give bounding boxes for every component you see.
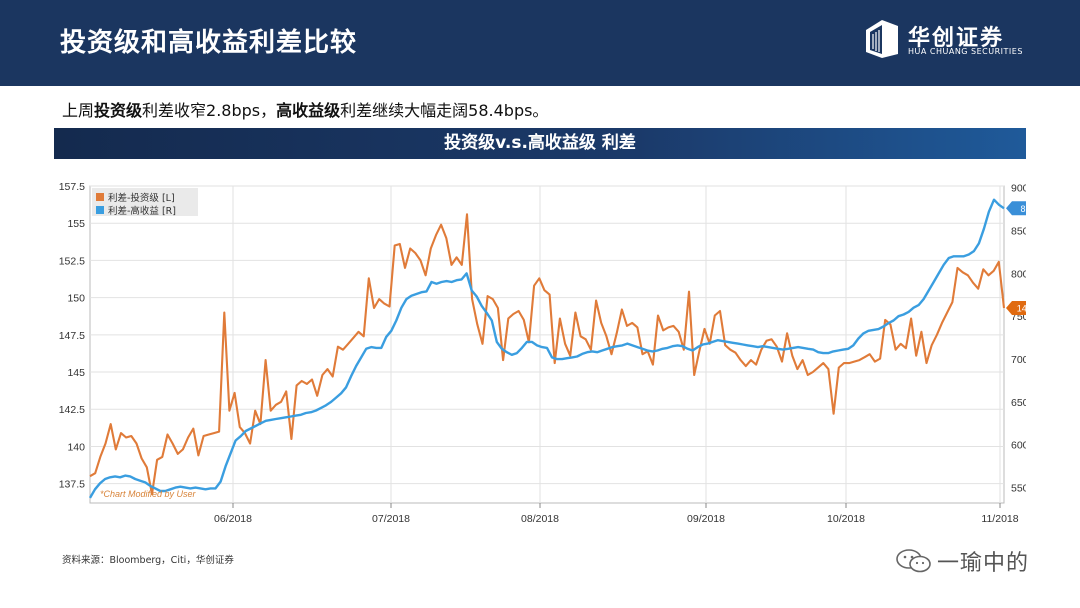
x-tick-label: 06/2018 — [214, 513, 252, 525]
left-tick-label: 150 — [67, 293, 85, 305]
title-bar: 投资级和高收益利差比较 华创证券 HUA CHUANG SECURITIES — [0, 0, 1080, 86]
x-tick-label: 10/2018 — [827, 513, 865, 525]
summary-part: 上周 — [62, 101, 95, 120]
chart-banner-title: 投资级v.s.高收益级 利差 — [444, 133, 636, 153]
series-line-ig — [89, 213, 1006, 496]
page-title: 投资级和高收益利差比较 — [60, 28, 358, 58]
left-tick-label: 152.5 — [59, 255, 85, 267]
plot-area — [89, 185, 1005, 504]
spread-chart: 137.5 140 142.5 145 147.5 150 152.5 155 157.5 550… — [54, 168, 1044, 530]
x-tick-label: 11/2018 — [981, 513, 1018, 525]
logo-subtitle: HUA CHUANG SECURITIES — [908, 47, 1023, 56]
logo-name: 华创证券 — [908, 26, 1005, 51]
left-tick-label: 137.5 — [59, 479, 85, 491]
left-tick-label: 147.5 — [59, 330, 85, 342]
last-value-label-hy: 876 — [1020, 204, 1026, 214]
left-tick-label: 155 — [67, 218, 85, 230]
watermark-text: 一瑜中的 — [937, 551, 1030, 576]
left-tick-label: 140 — [67, 441, 85, 453]
series-line-hy — [88, 198, 1005, 499]
right-tick-label: 550 — [1011, 483, 1026, 495]
company-logo: 华创证券 HUA CHUANG SECURITIES — [864, 18, 1024, 62]
summary-text: 上周投资级利差收窄2.8bps，高收益级利差继续大幅走阔58.4bps。 — [62, 97, 548, 121]
legend-label: 利差-投资级 [L] — [108, 192, 175, 204]
right-tick-label: 700 — [1011, 354, 1026, 366]
x-tick-label: 07/2018 — [372, 513, 410, 525]
legend-swatch — [96, 193, 104, 201]
summary-part: 利差继续大幅走阔58.4bps。 — [340, 101, 549, 120]
spread-chart-svg: 137.5 140 142.5 145 147.5 150 152.5 155 157.5 550… — [59, 181, 1044, 525]
legend-swatch — [96, 206, 104, 214]
summary-part: 利差收窄2.8bps， — [142, 101, 277, 120]
wechat-icon — [896, 549, 931, 573]
left-tick-label: 142.5 — [59, 404, 85, 416]
summary-bold-ig: 投资级 — [94, 101, 143, 120]
chart-banner: 投资级v.s.高收益级 利差 — [54, 128, 1026, 159]
watermark: 一瑜中的 — [895, 545, 1055, 577]
logo-mark-icon — [866, 20, 898, 58]
source-note: 资料来源：Bloomberg，Citi，华创证券 — [62, 555, 234, 566]
x-tick-label: 09/2018 — [687, 513, 725, 525]
left-tick-label: 145 — [67, 367, 85, 379]
last-value-label-ig: 149.3 — [1017, 304, 1026, 314]
left-tick-label: 157.5 — [59, 181, 85, 193]
legend-box — [92, 188, 198, 216]
legend-label: 利差-高收益 [R] — [108, 205, 176, 217]
right-tick-label: 600 — [1011, 440, 1026, 452]
summary-bold-hy: 高收益级 — [276, 101, 341, 120]
right-tick-label: 650 — [1011, 397, 1026, 409]
x-tick-label: 08/2018 — [521, 513, 559, 525]
right-tick-label: 850 — [1011, 226, 1026, 238]
right-tick-label: 900 — [1011, 183, 1026, 195]
right-tick-label: 800 — [1011, 268, 1026, 280]
chart-annotation: *Chart Modified by User — [100, 489, 197, 499]
